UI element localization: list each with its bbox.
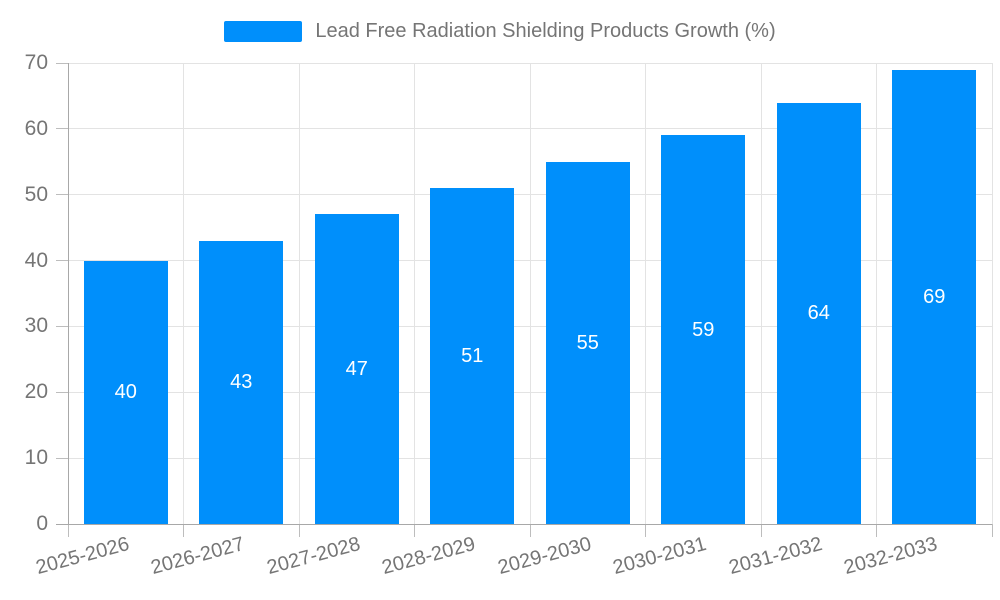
y-axis-tick bbox=[56, 62, 68, 64]
legend-item[interactable]: Lead Free Radiation Shielding Products G… bbox=[0, 16, 1000, 46]
x-axis-tick bbox=[298, 524, 300, 537]
bar[interactable] bbox=[430, 188, 515, 524]
bar-value-label: 51 bbox=[461, 345, 484, 368]
bar[interactable] bbox=[661, 135, 746, 524]
x-gridline bbox=[645, 63, 646, 524]
x-gridline bbox=[876, 63, 877, 524]
bar[interactable] bbox=[199, 240, 284, 524]
bar-value-label: 59 bbox=[692, 318, 715, 341]
bar-value-label: 40 bbox=[114, 381, 137, 404]
y-axis-tick-label: 50 bbox=[24, 182, 48, 206]
x-gridline bbox=[991, 63, 993, 524]
x-gridline bbox=[183, 63, 184, 524]
y-axis-tick-label: 10 bbox=[24, 446, 48, 470]
y-axis-tick-label: 60 bbox=[24, 116, 48, 140]
x-axis-tick bbox=[183, 524, 184, 537]
y-axis-tick-label: 30 bbox=[24, 314, 48, 338]
bar-value-label: 55 bbox=[576, 331, 599, 354]
x-axis-tick bbox=[529, 524, 531, 537]
x-axis-tick bbox=[876, 524, 877, 537]
y-axis-tick-label: 0 bbox=[36, 512, 48, 535]
legend-marker bbox=[224, 20, 303, 42]
y-axis-tick bbox=[56, 128, 68, 130]
x-gridline bbox=[298, 63, 300, 524]
bar[interactable] bbox=[314, 214, 399, 524]
x-gridline bbox=[414, 63, 415, 524]
x-axis-line bbox=[56, 523, 992, 525]
y-axis-tick-label: 70 bbox=[24, 51, 48, 74]
bar[interactable] bbox=[776, 102, 861, 524]
y-axis-tick-label: 40 bbox=[24, 248, 48, 272]
y-axis-tick bbox=[56, 457, 68, 459]
y-axis-tick bbox=[56, 260, 68, 262]
bar-value-label: 43 bbox=[230, 371, 253, 394]
x-axis-tick bbox=[414, 524, 415, 537]
legend-label: Lead Free Radiation Shielding Products G… bbox=[315, 19, 776, 42]
bar[interactable] bbox=[83, 260, 168, 524]
y-axis-tick bbox=[56, 391, 68, 393]
y-axis-tick bbox=[56, 325, 68, 327]
x-axis-tick bbox=[645, 524, 646, 537]
x-axis-tick bbox=[991, 524, 993, 537]
bar-value-label: 69 bbox=[923, 285, 946, 308]
y-axis-line bbox=[67, 63, 69, 524]
x-axis-tick bbox=[760, 524, 762, 537]
bar[interactable] bbox=[892, 69, 977, 524]
bar-value-label: 64 bbox=[807, 302, 830, 325]
bar-value-label: 47 bbox=[345, 358, 368, 381]
x-gridline bbox=[529, 63, 531, 524]
x-axis-tick bbox=[67, 524, 69, 537]
x-gridline bbox=[760, 63, 762, 524]
y-axis-tick bbox=[56, 194, 68, 196]
y-axis-tick-label: 20 bbox=[24, 380, 48, 404]
bar[interactable] bbox=[545, 161, 630, 524]
